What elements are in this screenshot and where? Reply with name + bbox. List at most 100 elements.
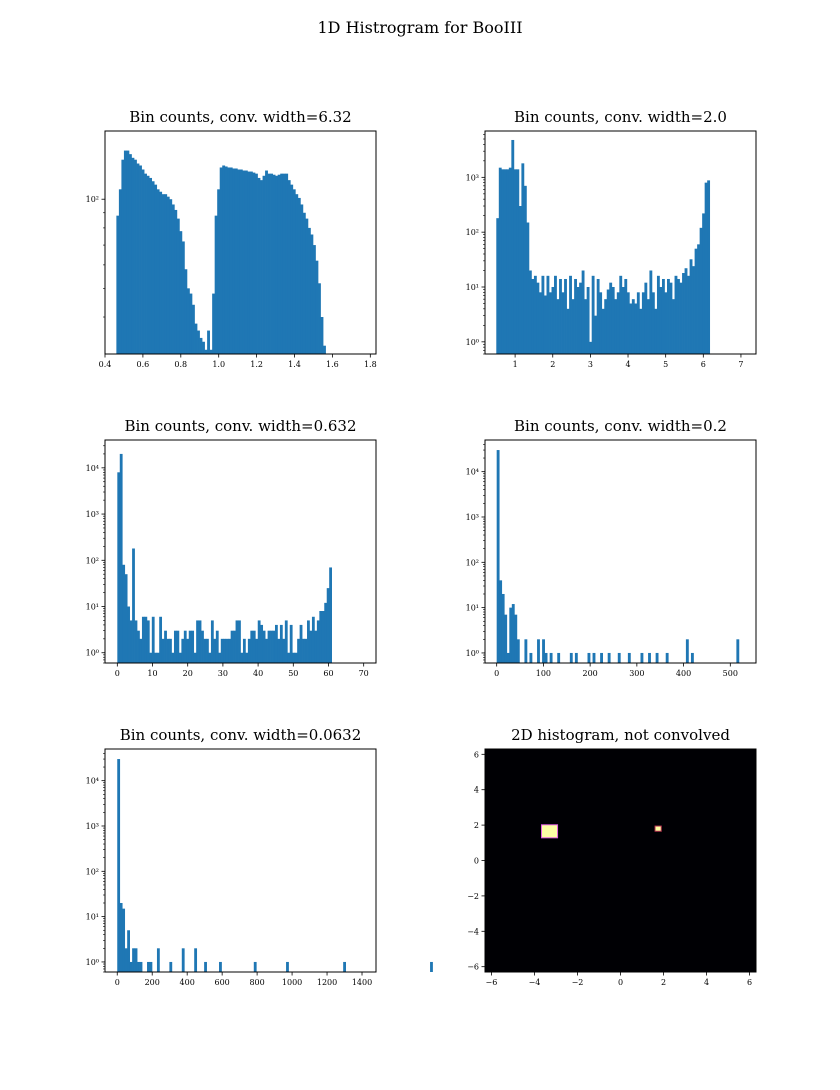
y-tick-label: 10³ <box>86 510 99 519</box>
histogram-bars <box>496 450 740 663</box>
histogram-bar <box>611 287 615 354</box>
histogram-bar <box>267 630 271 663</box>
histogram-bar <box>129 961 133 972</box>
histogram-bar <box>247 171 251 354</box>
histogram-bar <box>117 472 121 663</box>
histogram-bar <box>329 567 332 663</box>
histogram-bar <box>320 317 324 354</box>
histogram-bar <box>181 638 185 663</box>
x-tick-label: 1 <box>513 360 518 369</box>
histogram-bar <box>599 292 603 354</box>
histogram-bar <box>297 638 300 663</box>
x-tick-label: 800 <box>249 978 264 987</box>
histogram-bar <box>559 278 562 354</box>
histogram-bar <box>141 169 145 354</box>
histogram-bar <box>188 630 192 663</box>
histogram-bar <box>154 184 158 354</box>
histogram-bar <box>677 278 680 354</box>
histogram-bar <box>315 260 319 354</box>
x-tick-label: −6 <box>486 978 498 987</box>
histogram-bar <box>641 292 645 354</box>
x-tick-label: 0 <box>494 669 499 678</box>
histogram-bar <box>186 638 190 663</box>
x-axis-ticks: 0 100 200 300 400 500 <box>494 663 738 678</box>
x-tick-label: 1000 <box>282 978 302 987</box>
histogram-bar <box>549 292 552 354</box>
histogram-bar <box>596 278 600 354</box>
histogram-bar <box>665 652 669 663</box>
histogram-bar <box>260 180 263 354</box>
histogram-bar <box>207 330 210 354</box>
histogram-bar <box>279 624 283 663</box>
histogram-bar <box>255 173 258 354</box>
histogram-bar <box>499 580 503 663</box>
histogram-bar <box>537 639 540 663</box>
histogram-bar <box>655 652 659 663</box>
histogram-bar <box>682 273 685 354</box>
histogram-bar <box>275 175 279 354</box>
histogram-bar <box>282 638 286 663</box>
histogram-bar <box>179 231 183 354</box>
histogram-bar <box>164 194 168 354</box>
histogram-bar <box>159 616 163 663</box>
heatmap-background <box>485 749 756 972</box>
histogram-bar <box>196 620 199 663</box>
histogram-bar <box>255 638 259 663</box>
subplot-title: Bin counts, conv. width=0.0632 <box>120 726 362 744</box>
x-tick-label: 2 <box>550 360 555 369</box>
histogram-bar <box>504 614 508 663</box>
histogram-bar <box>305 218 309 354</box>
heatmap-hotspot <box>655 826 661 831</box>
histogram-bar <box>549 652 553 663</box>
x-tick-label: 40 <box>253 669 263 678</box>
histogram-bar <box>149 961 153 972</box>
histogram-bar <box>685 639 689 663</box>
histogram-bar <box>149 652 153 663</box>
histogram-bar <box>304 638 308 663</box>
histogram-bar <box>136 163 140 354</box>
plot-frame <box>484 439 757 664</box>
histogram-bar <box>228 638 231 663</box>
histogram-bar <box>124 948 128 972</box>
histogram-bar <box>191 304 195 354</box>
histogram-bar <box>123 150 127 354</box>
histogram-bar <box>587 652 591 663</box>
histogram-bar <box>267 173 271 354</box>
histogram-bar <box>617 652 621 663</box>
x-tick-label: 1.4 <box>288 360 301 369</box>
histogram-bar <box>321 611 325 663</box>
histogram-bar <box>232 168 236 354</box>
histogram-bar <box>126 150 130 354</box>
x-axis-ticks: 0 10 20 30 40 50 60 70 <box>115 663 369 678</box>
histogram-bar <box>144 173 147 354</box>
histogram-bar <box>166 196 170 354</box>
x-tick-label: 70 <box>359 669 369 678</box>
x-tick-label: 500 <box>723 669 738 678</box>
histogram-bar <box>310 234 314 354</box>
x-tick-label: 1.0 <box>212 360 225 369</box>
subplot-3: Bin counts, conv. width=0.632 0 10 20 30 40 50… <box>86 417 377 678</box>
histogram-bar <box>300 204 304 354</box>
histogram-bar <box>626 292 630 354</box>
histogram-bar <box>277 174 281 354</box>
histogram-bar <box>287 180 291 354</box>
histogram-bar <box>508 167 512 354</box>
histogram-bar <box>176 218 180 354</box>
histogram-bar <box>640 652 644 663</box>
histogram-bar <box>312 245 316 354</box>
histogram-bar <box>496 450 500 663</box>
histogram-bar <box>252 172 256 354</box>
histogram-bar <box>629 303 633 354</box>
histogram-bar <box>124 574 128 663</box>
histogram-bar <box>542 639 545 663</box>
histogram-bar <box>699 227 703 354</box>
x-tick-label: 2 <box>661 978 666 987</box>
histogram-bar <box>533 275 537 354</box>
histogram-bar <box>134 620 138 663</box>
histogram-bar <box>219 167 223 354</box>
histogram-bar <box>199 337 203 354</box>
histogram-bar <box>307 620 310 663</box>
histogram-bar <box>121 159 125 354</box>
histogram-bar <box>606 289 610 354</box>
y-axis-ticks: 10² <box>86 195 105 204</box>
